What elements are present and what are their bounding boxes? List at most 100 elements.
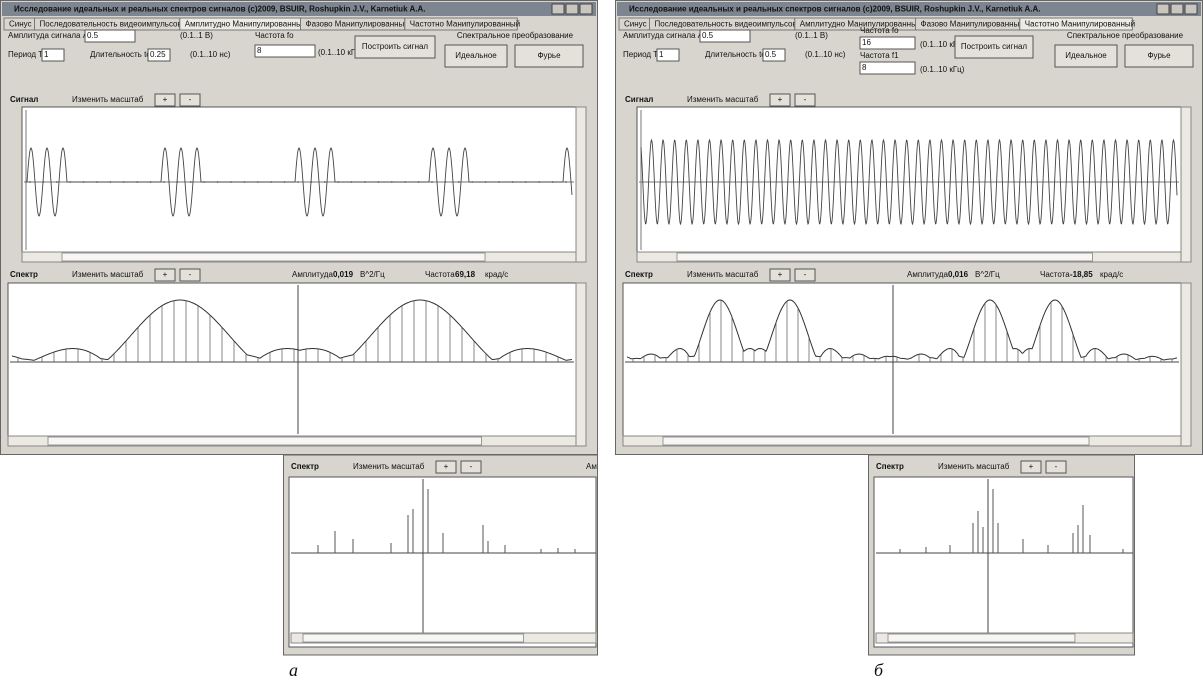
window-button[interactable] (1171, 4, 1183, 14)
scroll-thumb[interactable] (888, 634, 1075, 642)
tab-label: Синус (9, 20, 32, 29)
axis-dot (150, 181, 152, 183)
axis-dot (485, 181, 487, 183)
field-range: (0.1..10 кГц) (920, 65, 965, 74)
window-button[interactable] (552, 4, 564, 14)
signal-plot (637, 107, 1191, 262)
amplitude-unit: В^2/Гц (975, 270, 1000, 279)
axis-dot (177, 181, 179, 183)
axis-dot (29, 181, 31, 183)
axis-dot (565, 181, 567, 183)
section-label: Спектр (291, 462, 319, 471)
window-button[interactable] (580, 4, 592, 14)
axis-dot (404, 181, 406, 183)
axis-dot (552, 181, 554, 183)
transform-label: Спектральное преобразование (457, 31, 574, 40)
axis-dot (337, 181, 339, 183)
axis-dot (190, 181, 192, 183)
figure: Исследование идеальных и реальных спектр… (0, 0, 1203, 686)
field-value: 8 (862, 63, 867, 72)
field-value: 16 (862, 38, 871, 47)
vertical-scrollbar[interactable] (576, 107, 586, 262)
window-button[interactable] (1157, 4, 1169, 14)
axis-dot (512, 181, 514, 183)
axis-dot (418, 181, 420, 183)
text-input[interactable] (255, 45, 315, 57)
tab-label: Частотно Манипулированный (410, 20, 520, 29)
field-value: 1 (44, 50, 49, 59)
scroll-thumb[interactable] (62, 253, 485, 261)
section-label: Сигнал (625, 95, 653, 104)
axis-dot (123, 181, 125, 183)
field-value: 1 (659, 50, 664, 59)
text-input[interactable] (860, 62, 915, 74)
tab-label: Амплитудно Манипулированный (185, 20, 306, 29)
axis-dot (284, 181, 286, 183)
window-title: Исследование идеальных и реальных спектр… (629, 5, 1040, 14)
zoom-in-label: + (163, 270, 168, 279)
inset-trailing-label: Ам (586, 462, 597, 471)
ideal-button-label: Идеальное (1065, 51, 1107, 60)
axis-dot (471, 181, 473, 183)
tab-label: Фазово Манипулированный (921, 20, 1024, 29)
axis-dot (311, 181, 313, 183)
fourier-button-label: Фурье (1147, 51, 1171, 60)
section-label: Спектр (10, 270, 38, 279)
scale-label: Изменить масштаб (938, 462, 1010, 471)
zoom-in-label: + (163, 95, 168, 104)
zoom-out-label: - (804, 270, 807, 279)
axis-dot (96, 181, 98, 183)
axis-dot (244, 181, 246, 183)
zoom-out-label: - (804, 95, 807, 104)
axis-dot (297, 181, 299, 183)
vertical-scrollbar[interactable] (1181, 283, 1191, 446)
tab-label: Синус (624, 20, 647, 29)
signal-plot (22, 107, 586, 262)
scroll-thumb[interactable] (48, 437, 482, 445)
inset-window: СпектрИзменить масштаб+- (869, 455, 1135, 655)
frequency-value: 69,18 (455, 270, 476, 279)
scale-label: Изменить масштаб (687, 270, 759, 279)
vertical-scrollbar[interactable] (576, 283, 586, 446)
axis-dot (391, 181, 393, 183)
axis-dot (270, 181, 272, 183)
frequency-value: -18,85 (1070, 270, 1093, 279)
vertical-scrollbar[interactable] (1181, 107, 1191, 262)
field-value: 8 (257, 46, 262, 55)
axis-dot (163, 181, 165, 183)
axis-dot (56, 181, 58, 183)
field-range: (0.1..1 В) (180, 31, 213, 40)
axis-dot (217, 181, 219, 183)
axis-dot (431, 181, 433, 183)
axis-dot (69, 181, 71, 183)
field-value: 0.5 (702, 31, 714, 40)
field-value: 0.5 (87, 31, 99, 40)
field-label: Период To (8, 50, 47, 59)
axis-dot (257, 181, 259, 183)
frequency-label: Частота (1040, 270, 1070, 279)
spectrum-plot (623, 283, 1191, 446)
amplitude-unit: В^2/Гц (360, 270, 385, 279)
scroll-thumb[interactable] (677, 253, 1093, 261)
window-button[interactable] (566, 4, 578, 14)
ideal-button-label: Идеальное (455, 51, 497, 60)
zoom-out-label: - (189, 95, 192, 104)
field-label: Амплитуда сигнала A (623, 31, 704, 40)
frequency-unit: крад/с (485, 270, 508, 279)
window-button[interactable] (1185, 4, 1197, 14)
window-title: Исследование идеальных и реальных спектр… (14, 5, 425, 14)
axis-dot (351, 181, 353, 183)
axis-dot (498, 181, 500, 183)
inset-plot (289, 477, 596, 647)
scroll-thumb[interactable] (303, 634, 524, 642)
axis-dot (83, 181, 85, 183)
axis-dot (110, 181, 112, 183)
scroll-thumb[interactable] (663, 437, 1089, 445)
field-label: Частота fo (255, 31, 294, 40)
field-label: Период To (623, 50, 662, 59)
axis-dot (43, 181, 45, 183)
section-label: Сигнал (10, 95, 38, 104)
frequency-unit: крад/с (1100, 270, 1123, 279)
build-button-label: Построить сигнал (362, 42, 429, 51)
axis-dot (364, 181, 366, 183)
